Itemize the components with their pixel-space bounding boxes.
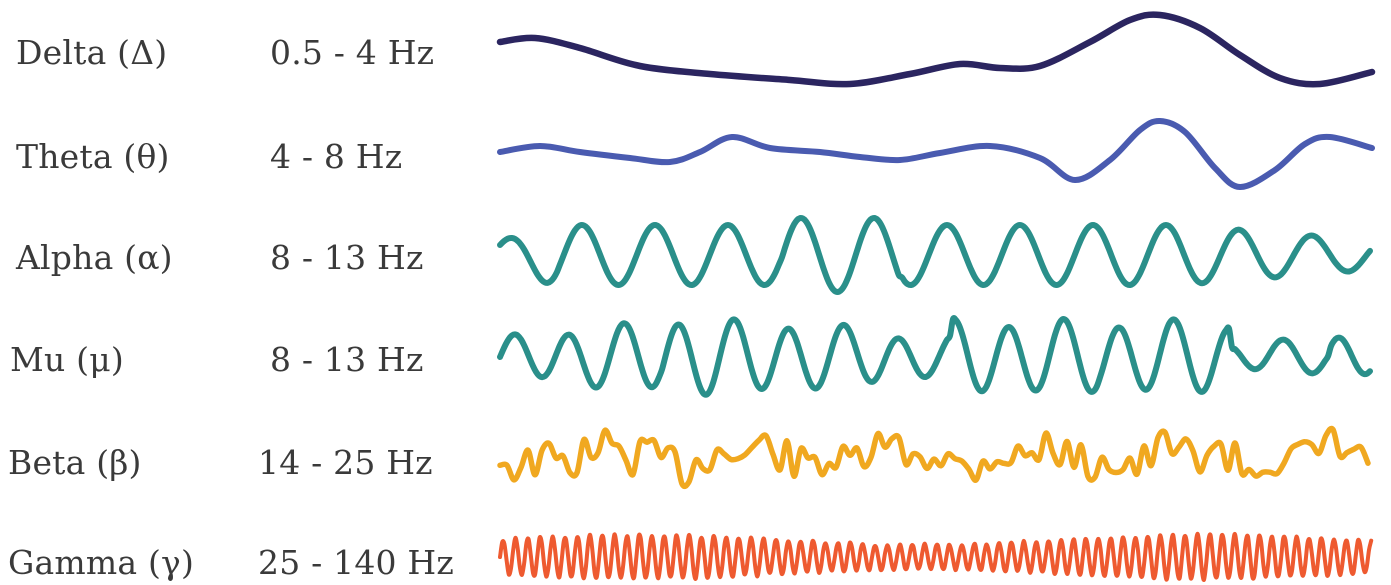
band-range-mu: 8 - 13 Hz	[270, 340, 424, 379]
band-row-theta: Theta (θ) 4 - 8 Hz	[0, 0, 1391, 176]
band-range-gamma: 25 - 140 Hz	[258, 543, 454, 582]
band-range-beta: 14 - 25 Hz	[258, 443, 433, 482]
band-name-alpha: Alpha (α)	[16, 238, 173, 277]
band-row-alpha: Alpha (α) 8 - 13 Hz	[0, 0, 1391, 277]
gamma-wave	[498, 531, 1374, 582]
band-name-delta: Delta (Δ)	[16, 33, 168, 72]
alpha-wave	[497, 215, 1373, 295]
band-row-mu: Mu (μ) 8 - 13 Hz	[0, 0, 1391, 379]
band-name-beta: Beta (β)	[8, 443, 142, 482]
beta-wave	[497, 425, 1371, 490]
band-row-beta: Beta (β) 14 - 25 Hz	[0, 0, 1391, 482]
theta-wave	[497, 117, 1375, 190]
band-name-mu: Mu (μ)	[10, 340, 124, 379]
band-range-delta: 0.5 - 4 Hz	[270, 33, 435, 72]
band-row-delta: Delta (Δ) 0.5 - 4 Hz	[0, 0, 1391, 100]
band-range-theta: 4 - 8 Hz	[270, 137, 403, 176]
mu-wave	[497, 315, 1373, 398]
band-name-theta: Theta (θ)	[16, 137, 170, 176]
band-name-gamma: Gamma (γ)	[8, 543, 195, 582]
band-range-alpha: 8 - 13 Hz	[270, 238, 424, 277]
